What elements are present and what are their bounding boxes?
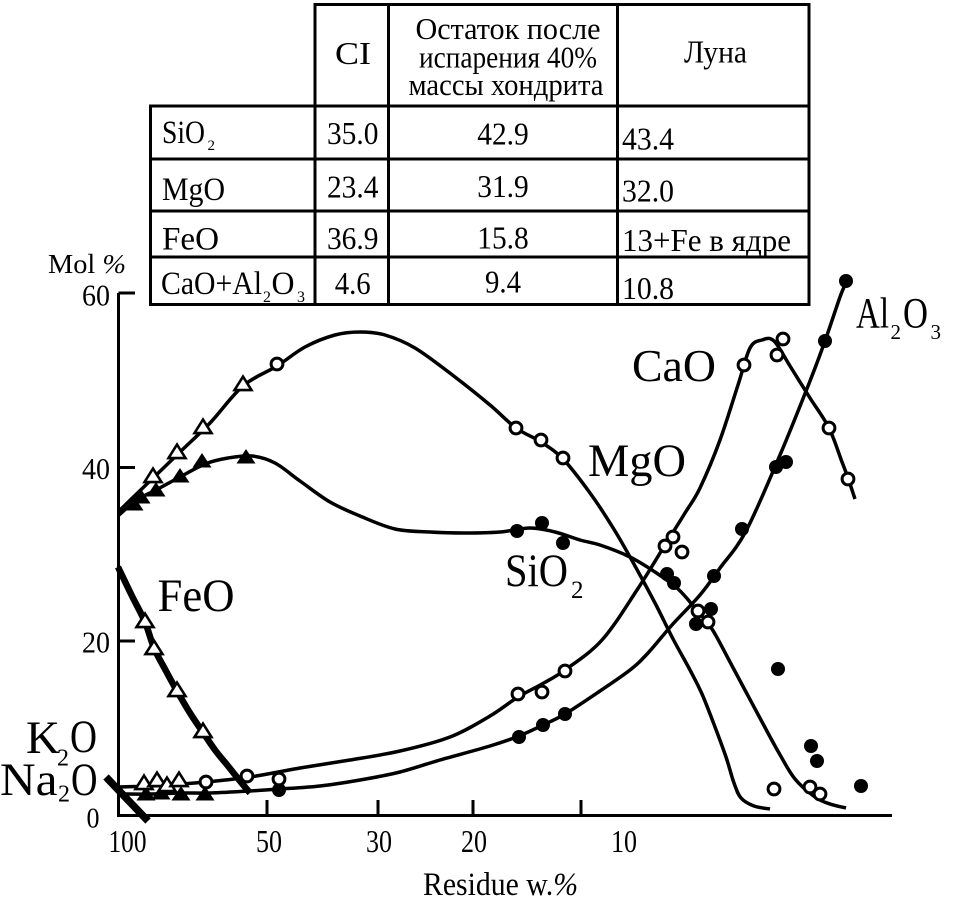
svg-text:Al: Al — [856, 291, 889, 338]
svg-text:9.4: 9.4 — [485, 264, 521, 300]
svg-text:FeO: FeO — [158, 570, 235, 622]
svg-text:Residue w.%: Residue w.% — [423, 867, 578, 903]
svg-text:MgO: MgO — [162, 172, 225, 208]
svg-text:23.4: 23.4 — [327, 169, 379, 205]
svg-text:30: 30 — [366, 823, 392, 859]
svg-text:15.8: 15.8 — [477, 220, 529, 256]
svg-text:3: 3 — [931, 320, 942, 344]
svg-text:20: 20 — [82, 625, 110, 660]
svg-text:40: 40 — [82, 451, 110, 486]
svg-text:CI: CI — [335, 35, 371, 71]
svg-text:42.9: 42.9 — [477, 116, 529, 152]
svg-text:2: 2 — [57, 746, 69, 772]
svg-text:60: 60 — [82, 278, 110, 313]
svg-text:O: O — [272, 266, 295, 302]
svg-text:0: 0 — [87, 804, 100, 835]
svg-text:10: 10 — [611, 823, 637, 859]
svg-text:2: 2 — [571, 577, 584, 604]
svg-text:35.0: 35.0 — [327, 115, 379, 151]
svg-text:Остаток после: Остаток после — [416, 11, 601, 46]
svg-text:массы хондрита: массы хондрита — [409, 67, 604, 102]
svg-text:2: 2 — [58, 782, 70, 808]
svg-text:CaO+Al: CaO+Al — [161, 266, 262, 302]
svg-text:K: K — [26, 712, 60, 764]
svg-text:CaO: CaO — [632, 340, 716, 391]
svg-text:20: 20 — [461, 823, 487, 859]
svg-text:2: 2 — [891, 320, 902, 344]
svg-text:43.4: 43.4 — [622, 121, 674, 157]
svg-text:O: O — [903, 291, 928, 338]
svg-text:SiO: SiO — [162, 115, 205, 151]
svg-text:50: 50 — [256, 823, 282, 859]
svg-text:32.0: 32.0 — [622, 173, 674, 209]
svg-text:O: O — [71, 754, 98, 806]
svg-text:испарения 40%: испарения 40% — [419, 40, 597, 75]
svg-text:13+Fe в ядре: 13+Fe в ядре — [622, 222, 791, 258]
svg-text:31.9: 31.9 — [477, 168, 529, 204]
svg-text:O: O — [70, 711, 97, 763]
svg-text:Mol %: Mol % — [48, 249, 126, 279]
svg-text:100: 100 — [109, 823, 147, 859]
svg-text:4.6: 4.6 — [335, 265, 371, 301]
svg-text:10.8: 10.8 — [622, 270, 674, 306]
svg-text:2: 2 — [263, 289, 271, 306]
svg-text:3: 3 — [297, 289, 305, 306]
svg-text:SiO: SiO — [505, 546, 568, 597]
svg-text:Луна: Луна — [684, 34, 747, 70]
svg-text:2: 2 — [208, 138, 216, 154]
svg-text:MgO: MgO — [588, 435, 686, 487]
svg-text:36.9: 36.9 — [327, 220, 379, 256]
svg-text:Na: Na — [0, 754, 58, 806]
svg-text:FeO: FeO — [162, 222, 219, 258]
